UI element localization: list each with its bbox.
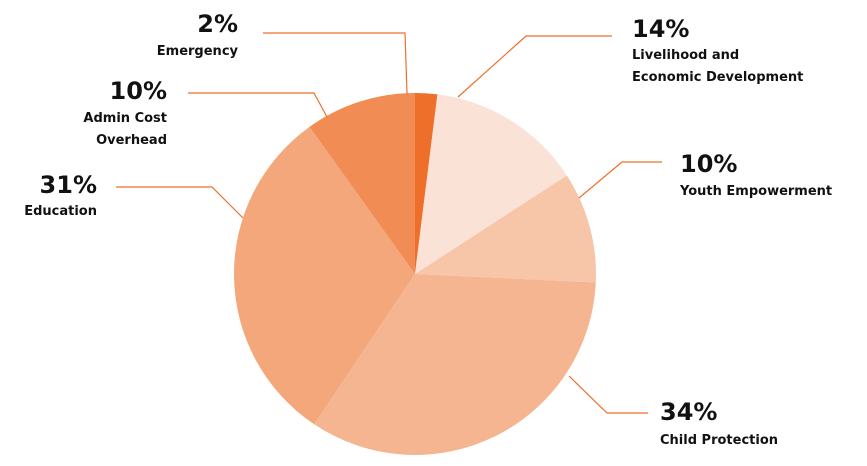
slice-category-label-4-0: Education [24,204,97,219]
slice-percent-label-3: 34% [660,398,717,426]
slice-percent-label-5: 10% [110,77,167,105]
leader-line-5 [188,92,328,118]
leader-line-1 [457,35,612,98]
pie-slice-2 [415,175,596,283]
slice-percent-label-2: 10% [680,150,737,178]
pie-slice-3 [314,274,596,455]
slice-percent-label-0: 2% [197,10,238,38]
pie-slice-0 [415,93,438,274]
slice-category-label-2-0: Youth Empowerment [679,184,832,199]
slice-percent-label-4: 31% [40,171,97,199]
slice-category-label-1-1: Economic Development [632,70,803,85]
slice-percent-label-1: 14% [632,15,689,43]
pie-slice-5 [309,93,415,274]
slice-category-label-1-0: Livelihood and [632,48,739,63]
pie-slice-1 [415,94,567,275]
leader-lines-layer [116,32,662,414]
slice-category-label-3-0: Child Protection [660,433,778,448]
slice-category-label-5-0: Admin Cost [83,111,167,126]
leader-line-4 [116,186,244,219]
slice-category-label-5-1: Overhead [96,133,167,148]
labels-layer: 2% Emergency 14% Livelihood and Economic Dev… [24,10,832,448]
slice-category-label-0-0: Emergency [157,44,239,59]
leader-line-2 [578,161,662,199]
pie-slice-4 [233,126,415,425]
slices-layer [233,93,596,455]
leader-line-3 [568,375,648,414]
leader-line-0 [263,32,408,95]
